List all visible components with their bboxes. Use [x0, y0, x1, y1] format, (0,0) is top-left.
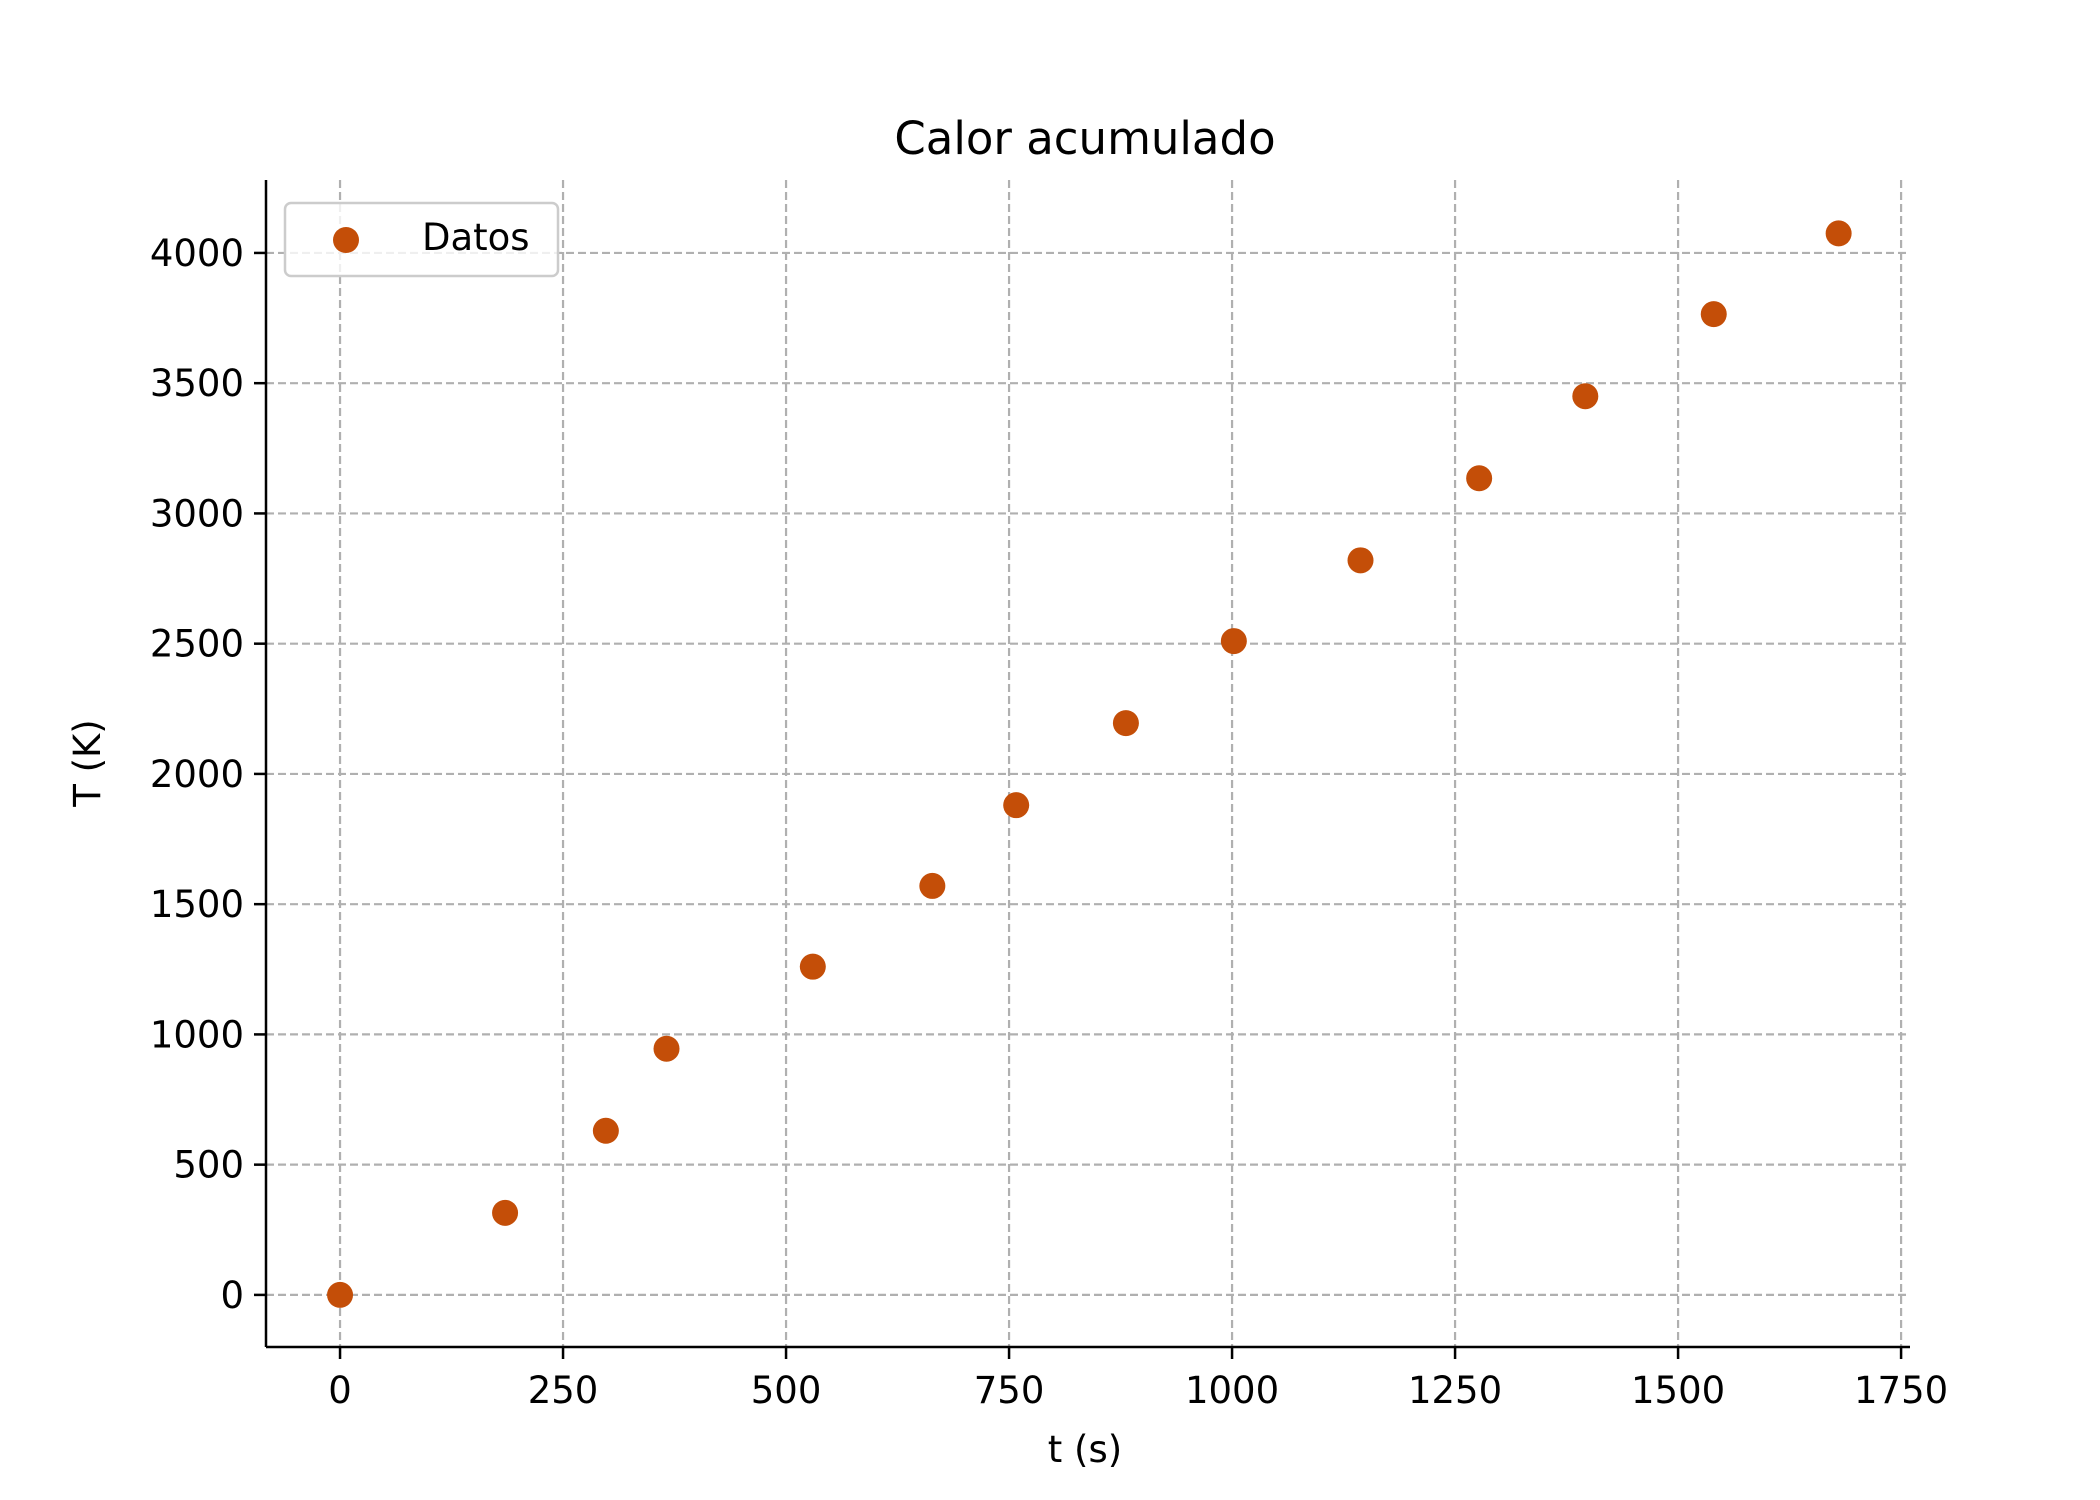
legend-label-datos: Datos — [422, 216, 530, 259]
y-tick-label-6: 3000 — [150, 492, 244, 535]
x-tick-label-3: 750 — [974, 1369, 1045, 1412]
data-point-0-8 — [1220, 628, 1247, 655]
y-tick-label-4: 2000 — [150, 753, 244, 796]
y-tick-label-5: 2500 — [150, 623, 244, 666]
data-point-0-0 — [327, 1281, 354, 1308]
data-point-0-11 — [1572, 383, 1599, 410]
legend: Datos — [283, 201, 560, 278]
ticks-layer: 0 250 500 750 1000 1250 1500 1750 0 500 1000 1500 20… — [150, 232, 1948, 1412]
x-tick-label-6: 1500 — [1631, 1369, 1725, 1412]
data-point-0-4 — [799, 953, 826, 980]
grid-layer — [266, 180, 1910, 1347]
x-tick-label-2: 500 — [751, 1369, 822, 1412]
data-point-0-5 — [919, 872, 946, 899]
data-point-0-13 — [1825, 220, 1852, 247]
y-tick-label-2: 1000 — [150, 1013, 244, 1056]
x-tick-label-5: 1250 — [1408, 1369, 1502, 1412]
chart-title: Calor acumulado — [894, 112, 1275, 165]
data-point-0-1 — [492, 1199, 519, 1226]
y-tick-label-1: 500 — [173, 1144, 244, 1187]
x-tick-label-7: 1750 — [1854, 1369, 1948, 1412]
x-tick-label-0: 0 — [328, 1369, 352, 1412]
data-point-0-10 — [1466, 465, 1493, 492]
data-point-0-6 — [1003, 792, 1030, 819]
x-tick-label-4: 1000 — [1185, 1369, 1279, 1412]
axes-layer — [264, 180, 1910, 1349]
y-tick-label-0: 0 — [220, 1274, 244, 1317]
y-axis-label: T (K) — [66, 719, 109, 808]
y-tick-label-7: 3500 — [150, 362, 244, 405]
points-layer — [327, 220, 1852, 1308]
legend-marker — [333, 227, 359, 253]
x-tick-label-1: 250 — [528, 1369, 599, 1412]
data-point-0-12 — [1700, 301, 1727, 328]
data-point-0-2 — [592, 1117, 619, 1144]
y-tick-label-3: 1500 — [150, 883, 244, 926]
legend-box — [283, 201, 560, 278]
y-tick-label-8: 4000 — [150, 232, 244, 275]
data-point-0-7 — [1112, 710, 1139, 737]
data-point-0-9 — [1347, 547, 1374, 574]
data-point-0-3 — [653, 1035, 680, 1062]
x-axis-label: t (s) — [1048, 1428, 1122, 1471]
